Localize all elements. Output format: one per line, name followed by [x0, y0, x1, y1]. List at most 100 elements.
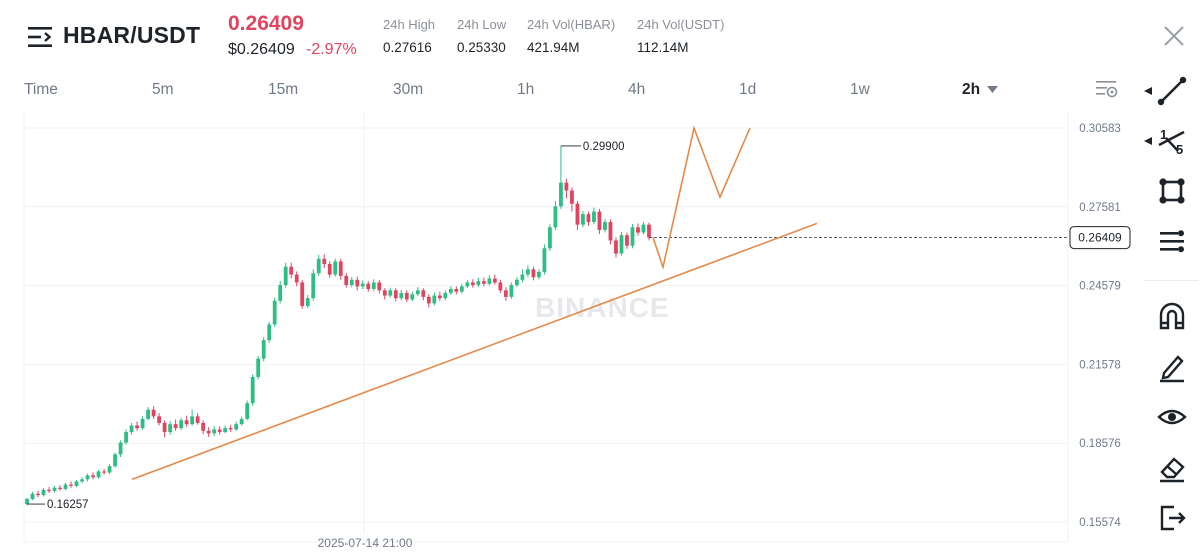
candle-up — [592, 211, 596, 223]
candle-down — [195, 416, 200, 423]
candle-down — [426, 296, 431, 304]
candle-down — [636, 227, 640, 233]
candle-up — [311, 273, 316, 299]
tab-4h[interactable]: 4h — [628, 81, 646, 98]
fibonacci-icon[interactable]: 1 5 — [1156, 125, 1188, 157]
eye-icon[interactable] — [1156, 401, 1188, 433]
price-tick-label: 0.21578 — [1079, 359, 1121, 371]
candle-up — [250, 376, 255, 404]
stat-24h-vol-usdt: 24h Vol(USDT) 112.14M — [637, 17, 724, 55]
candle-up — [80, 479, 84, 482]
candle-down — [470, 282, 475, 286]
candle-down — [184, 420, 189, 425]
close-icon[interactable] — [1163, 25, 1185, 47]
last-price: 0.26409 — [228, 12, 304, 35]
candle-down — [614, 240, 618, 254]
watermark: BINANCE — [535, 292, 670, 323]
candle-up — [305, 298, 310, 307]
tab-1d[interactable]: 1d — [739, 81, 757, 98]
tab-time[interactable]: Time — [24, 81, 58, 98]
candle-down — [570, 190, 574, 204]
candle-down — [404, 292, 409, 300]
candle-up — [267, 324, 272, 341]
candle-up — [548, 227, 552, 249]
pair-title[interactable]: HBAR/USDT — [63, 22, 201, 48]
tab-2h[interactable]: 2h — [962, 81, 981, 98]
stat-24h-vol-hbar: 24h Vol(HBAR) 421.94M — [527, 17, 615, 55]
candle-down — [454, 288, 459, 292]
magnet-icon[interactable] — [1156, 300, 1188, 332]
price-tick-label: 0.27581 — [1079, 202, 1121, 214]
header: HBAR/USDT 0.26409 $0.26409 -2.97% 24h Hi… — [0, 0, 1140, 70]
candle-up — [96, 471, 101, 478]
tab-5m[interactable]: 5m — [152, 81, 174, 98]
tab-1h[interactable]: 1h — [517, 81, 535, 98]
candle-down — [344, 275, 349, 286]
candle-up — [619, 235, 624, 254]
candle-down — [206, 430, 211, 434]
support-trendline — [131, 222, 818, 481]
candle-down — [608, 222, 613, 241]
price-tick-label: 0.15574 — [1079, 517, 1121, 529]
candle-down — [157, 416, 162, 423]
candle-up — [443, 292, 448, 299]
candle-up — [107, 466, 112, 473]
candle-down — [135, 425, 139, 429]
candle-up — [641, 224, 646, 233]
stat-24h-low: 24h Low 0.25330 — [457, 17, 506, 55]
candle-down — [162, 422, 167, 433]
candle-down — [151, 409, 156, 417]
eraser-icon[interactable] — [1156, 451, 1188, 483]
candle-up — [448, 288, 453, 293]
candle-up — [388, 290, 393, 296]
candle-down — [625, 235, 629, 246]
candlestick-chart[interactable]: BINANCE 0.29900 0.16257 0.30583 0.27581 0.2… — [0, 112, 1140, 554]
stat-value: 0.27616 — [383, 40, 432, 55]
menu-collapse-icon[interactable] — [28, 26, 54, 48]
candle-down — [327, 264, 332, 275]
rectangle-shape-icon[interactable] — [1156, 175, 1188, 207]
candle-down — [322, 258, 327, 265]
candle-up — [415, 290, 420, 295]
chevron-down-icon[interactable] — [987, 86, 998, 93]
candle-down — [492, 278, 497, 283]
stat-label: 24h Low — [457, 17, 507, 32]
stat-24h-high: 24h High 0.27616 — [383, 17, 435, 55]
candle-up — [30, 493, 35, 500]
candle-up — [360, 283, 365, 287]
current-price-label: 0.26409 — [1078, 231, 1122, 245]
projection-path — [652, 125, 751, 271]
price-change: -2.97% — [306, 41, 357, 58]
candle-up — [526, 269, 530, 275]
tab-15m[interactable]: 15m — [268, 81, 299, 98]
expand-arrow-icon[interactable] — [1144, 137, 1152, 145]
pen-icon[interactable] — [1156, 351, 1188, 383]
exit-icon[interactable] — [1156, 502, 1188, 534]
svg-text:5: 5 — [1176, 142, 1183, 157]
tab-30m[interactable]: 30m — [393, 81, 424, 98]
candle-up — [520, 274, 525, 280]
candle-up — [146, 409, 150, 419]
candle-up — [399, 292, 404, 299]
candle-down — [597, 211, 602, 230]
chart-grid — [23, 112, 1069, 543]
candle-down — [300, 282, 305, 307]
stat-value: 112.14M — [637, 40, 689, 55]
stat-value: 421.94M — [527, 40, 580, 55]
chart-settings-icon[interactable] — [1096, 80, 1118, 98]
candle-up — [85, 475, 90, 480]
candle-up — [553, 206, 558, 228]
user-drawings[interactable] — [131, 125, 1068, 481]
tab-1w[interactable]: 1w — [850, 81, 870, 98]
candle-down — [647, 224, 651, 238]
candle-down — [217, 429, 222, 433]
expand-arrow-icon[interactable] — [1144, 87, 1152, 95]
line-draw-icon[interactable] — [1156, 75, 1188, 107]
candle-up — [630, 227, 635, 246]
low-price-label: 0.16257 — [47, 499, 89, 511]
candle-up — [542, 248, 547, 272]
candle-up — [316, 258, 321, 274]
text-lines-icon[interactable] — [1156, 226, 1188, 258]
candle-up — [41, 489, 46, 496]
candle-down — [102, 471, 106, 473]
